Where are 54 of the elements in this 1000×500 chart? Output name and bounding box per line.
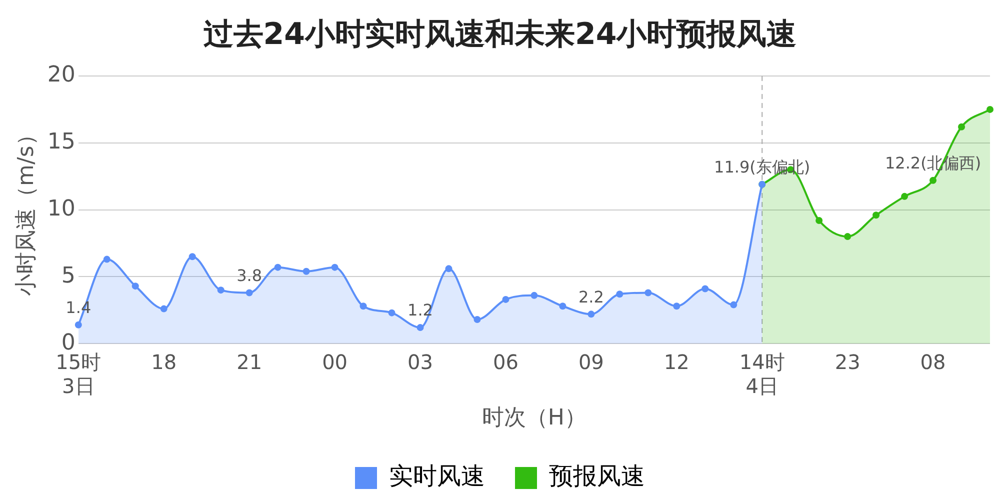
- point: [702, 285, 709, 292]
- point: [388, 309, 396, 316]
- point: [673, 302, 680, 310]
- point: [302, 268, 310, 275]
- data-label: 2.2: [578, 287, 604, 306]
- point: [559, 302, 566, 310]
- point: [930, 176, 937, 184]
- x-axis-title: 时次（H）: [482, 406, 586, 431]
- point: [331, 264, 338, 271]
- x-tick-label: 00: [322, 350, 348, 374]
- point: [588, 310, 595, 318]
- point: [730, 301, 738, 308]
- x-tick-label: 14时 4日: [739, 350, 785, 398]
- legend-label: 预报风速: [549, 462, 645, 490]
- point: [986, 106, 994, 113]
- chart-title: 过去24小时实时风速和未来24小时预报风速: [203, 16, 797, 52]
- point: [416, 324, 424, 332]
- point: [217, 286, 224, 294]
- x-tick-label: 06: [492, 350, 518, 374]
- point: [132, 282, 139, 290]
- point: [844, 233, 852, 240]
- point: [188, 253, 196, 260]
- point: [616, 290, 624, 298]
- point: [958, 123, 966, 130]
- point: [502, 296, 510, 303]
- x-tick-label: 08: [920, 350, 946, 374]
- point: [445, 265, 452, 272]
- point: [530, 292, 538, 299]
- point: [160, 305, 168, 312]
- x-tick-label: 12: [664, 350, 690, 374]
- point: [872, 212, 880, 219]
- y-tick-label: 20: [47, 62, 76, 88]
- x-tick-label: 23: [834, 350, 860, 374]
- data-label: 11.9(东偏北): [714, 158, 810, 177]
- point: [74, 321, 82, 328]
- point: [274, 264, 282, 271]
- x-tick-label: 21: [236, 350, 262, 374]
- legend-label: 实时风速: [389, 462, 485, 490]
- y-axis-title: 小时风速（m/s）: [14, 124, 39, 296]
- data-label: 3.8: [236, 266, 262, 285]
- x-tick-label: 18: [151, 350, 177, 374]
- y-tick-label: 15: [47, 130, 76, 155]
- point: [901, 192, 908, 200]
- point: [103, 256, 110, 263]
- x-tick-label: 09: [578, 350, 604, 374]
- point: [246, 289, 253, 296]
- point: [360, 302, 367, 310]
- data-label: 12.2(北偏西): [884, 154, 982, 173]
- y-tick-label: 10: [47, 196, 76, 222]
- point: [816, 217, 823, 224]
- x-tick-label: 03: [408, 350, 433, 374]
- y-tick-label: 5: [61, 263, 76, 288]
- point: [644, 289, 652, 296]
- point: [474, 316, 481, 324]
